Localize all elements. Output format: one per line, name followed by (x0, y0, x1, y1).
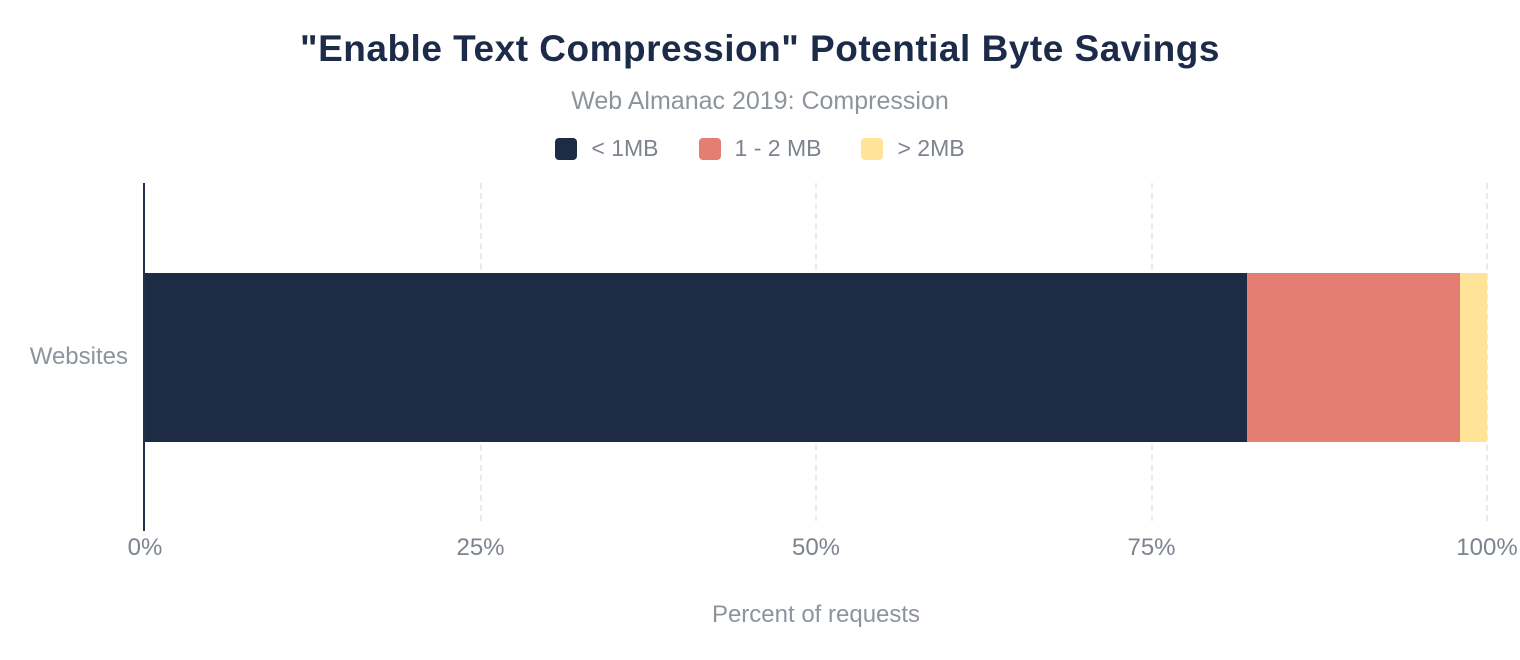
x-tick-50: 50% (791, 534, 841, 561)
x-tick-100: 100% (1456, 534, 1518, 561)
chart-title: "Enable Text Compression" Potential Byte… (300, 28, 1220, 69)
websites-stacked-bar (145, 273, 1487, 442)
legend-label-lt-1mb: < 1MB (591, 135, 659, 161)
legend-item-1-2mb: 1 - 2 MB (698, 135, 822, 162)
legend-swatch-lt-1mb (555, 137, 578, 160)
x-tick-0: 0% (127, 534, 163, 561)
legend-item-gt-2mb: > 2MB (861, 135, 965, 162)
legend-swatch-1-2mb (698, 137, 721, 160)
x-axis-ticks: 0% 25% 50% 75% 100% (128, 534, 1518, 564)
y-category-label-websites: Websites (29, 343, 128, 370)
x-tick-25: 25% (456, 534, 505, 561)
chart-subtitle: Web Almanac 2019: Compression (571, 87, 949, 115)
bar-segment-gt-2mb[interactable] (1460, 273, 1487, 442)
legend: < 1MB 1 - 2 MB > 2MB (0, 135, 1520, 162)
legend-label-gt-2mb: > 2MB (897, 135, 965, 161)
gridline-100pct (1486, 183, 1488, 521)
legend-swatch-gt-2mb (861, 137, 884, 160)
plot-area (145, 183, 1488, 521)
legend-label-1-2mb: 1 - 2 MB (734, 135, 822, 161)
bar-segment-lt-1mb[interactable] (145, 273, 1247, 442)
legend-item-lt-1mb: < 1MB (555, 135, 659, 162)
bar-segment-1-2mb[interactable] (1246, 273, 1461, 442)
y-axis-line (143, 183, 145, 531)
x-axis-title: Percent of requests (711, 601, 921, 628)
x-tick-75: 75% (1127, 534, 1176, 561)
